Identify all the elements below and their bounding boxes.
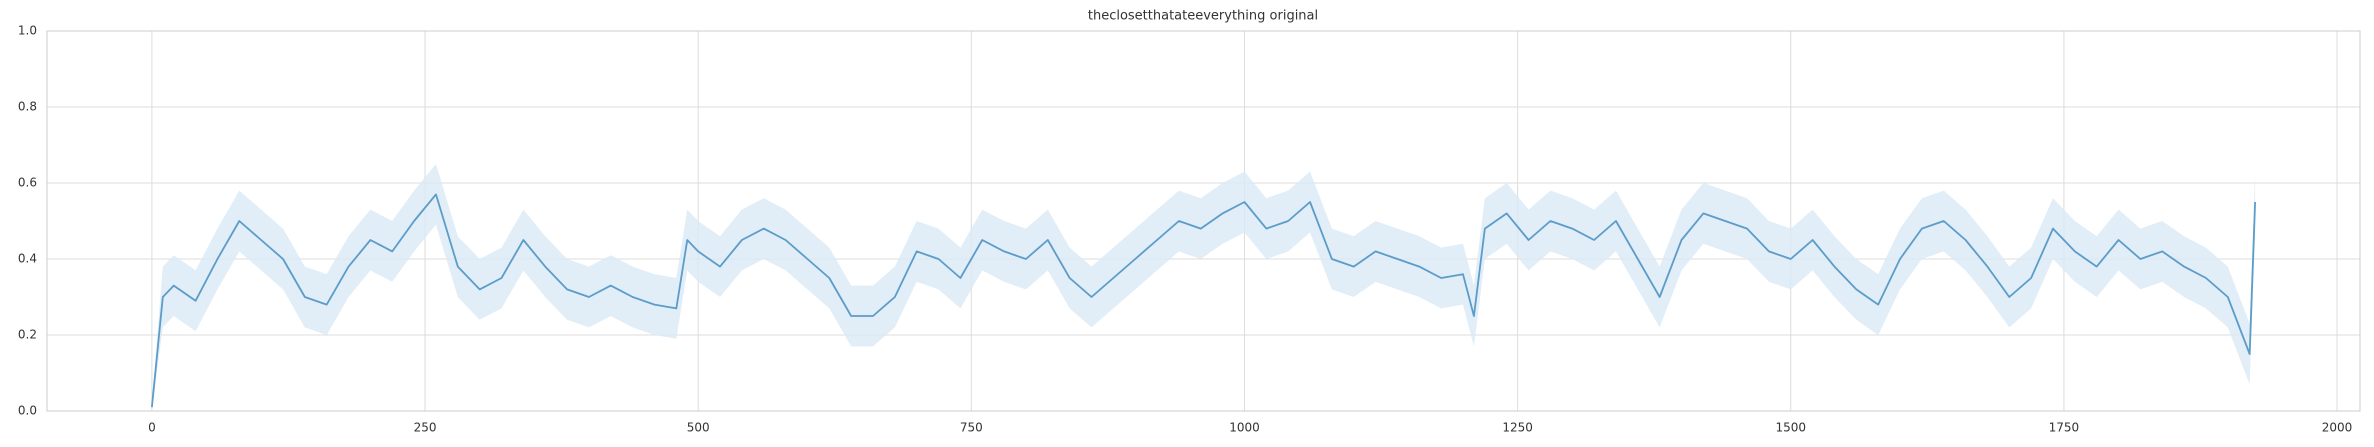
x-tick-label: 1500	[1775, 421, 1806, 435]
x-tick-label: 0	[148, 421, 156, 435]
x-tick-label: 1000	[1229, 421, 1260, 435]
y-tick-label: 0.2	[18, 328, 37, 342]
x-tick-label: 250	[414, 421, 437, 435]
line	[150, 193, 2257, 408]
y-tick-label: 0.6	[18, 176, 37, 190]
x-tick-label: 2000	[2322, 421, 2353, 435]
plot-frame	[46, 30, 2361, 412]
x-tick-label: 1250	[1502, 421, 1533, 435]
y-tick-label: 0.0	[18, 404, 37, 418]
y-tick-label: 1.0	[18, 24, 37, 38]
x-tick-label: 1750	[2049, 421, 2080, 435]
x-tick-label: 500	[687, 421, 710, 435]
y-tick-label: 0.4	[18, 252, 37, 266]
chart-title: theclosetthatateeverything original	[1088, 9, 1318, 24]
confidence-band	[151, 164, 2256, 411]
x-tick-label: 750	[960, 421, 983, 435]
y-tick-label: 0.8	[18, 100, 37, 114]
